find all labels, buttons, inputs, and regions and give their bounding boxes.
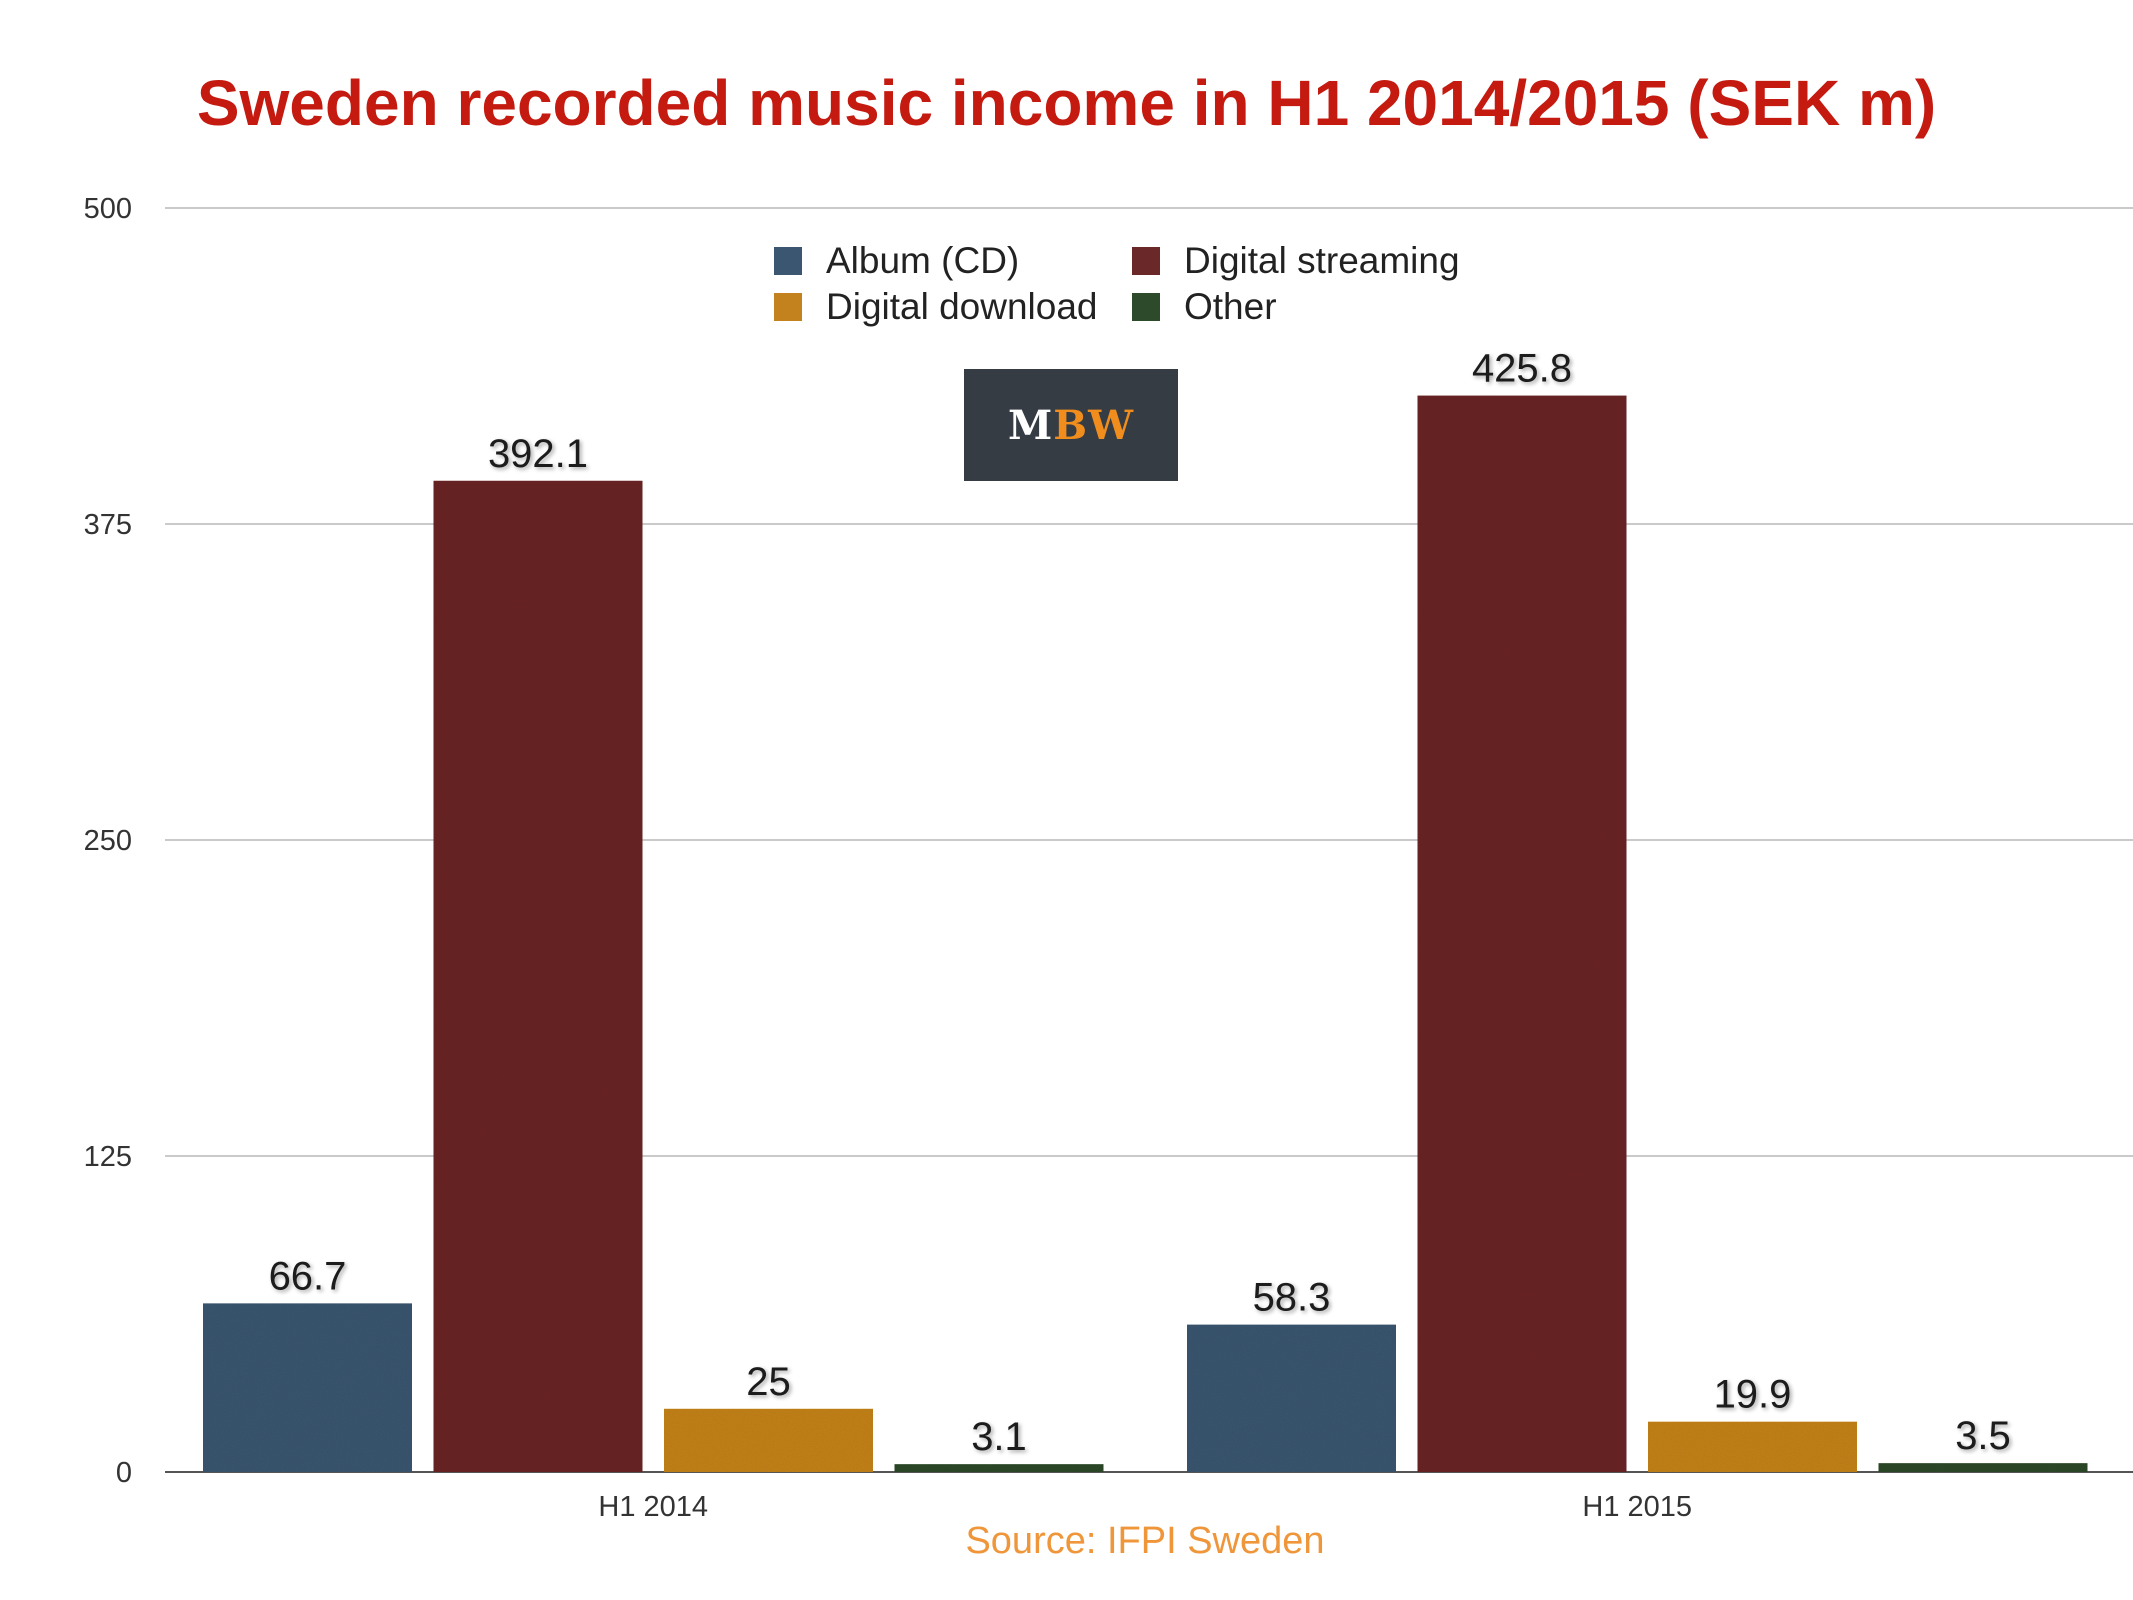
data-labels: 66.7 392.1 25 3.1 58.3 425.8 19.9 3.5	[269, 347, 2011, 1460]
data-label: 392.1	[488, 432, 588, 476]
bar	[664, 1408, 873, 1472]
bar	[1187, 1324, 1396, 1472]
legend-swatch-other	[1132, 293, 1160, 321]
logo-text-m: M	[1007, 401, 1054, 449]
chart-title: Sweden recorded music income in H1 2014/…	[196, 67, 1937, 139]
y-tick-label: 250	[84, 825, 132, 857]
y-tick-label: 125	[84, 1141, 132, 1173]
y-tick-label: 0	[116, 1457, 132, 1489]
bar	[1417, 395, 1627, 1472]
data-label: 3.1	[971, 1415, 1027, 1459]
bar	[894, 1464, 1104, 1472]
legend-item-album: Album (CD)	[774, 240, 1019, 282]
legend-item-streaming: Digital streaming	[1132, 240, 1460, 282]
x-axis-ticks: H1 2014 H1 2015	[598, 1491, 1692, 1523]
legend-label-album: Album (CD)	[826, 240, 1020, 281]
data-label: 25	[746, 1360, 791, 1404]
bar	[203, 1303, 412, 1472]
legend-label-other: Other	[1184, 286, 1277, 327]
legend-swatch-album	[774, 247, 802, 275]
x-tick-label: H1 2015	[1582, 1491, 1692, 1523]
logo-text-bw: BW	[1053, 401, 1134, 449]
bars	[203, 395, 2088, 1472]
bar	[1878, 1463, 2088, 1472]
y-tick-label: 375	[84, 509, 132, 541]
legend-swatch-download	[774, 293, 802, 321]
legend-label-download: Digital download	[826, 286, 1098, 327]
data-label: 58.3	[1253, 1276, 1331, 1320]
source-note: Source: IFPI Sweden	[965, 1520, 1325, 1562]
x-tick-label: H1 2014	[598, 1491, 708, 1523]
bar	[1648, 1421, 1857, 1472]
legend-item-other: Other	[1132, 286, 1277, 328]
y-tick-label: 500	[84, 193, 132, 225]
legend-swatch-streaming	[1132, 247, 1160, 275]
data-label: 66.7	[269, 1254, 347, 1298]
mbw-logo: M BW	[964, 369, 1178, 481]
bar	[433, 480, 643, 1472]
legend-item-download: Digital download	[774, 286, 1098, 328]
data-label: 19.9	[1714, 1373, 1792, 1417]
y-axis-ticks: 0 125 250 375 500	[84, 193, 132, 1489]
legend-label-streaming: Digital streaming	[1184, 240, 1460, 281]
data-label: 425.8	[1472, 347, 1572, 391]
data-label: 3.5	[1955, 1414, 2011, 1458]
